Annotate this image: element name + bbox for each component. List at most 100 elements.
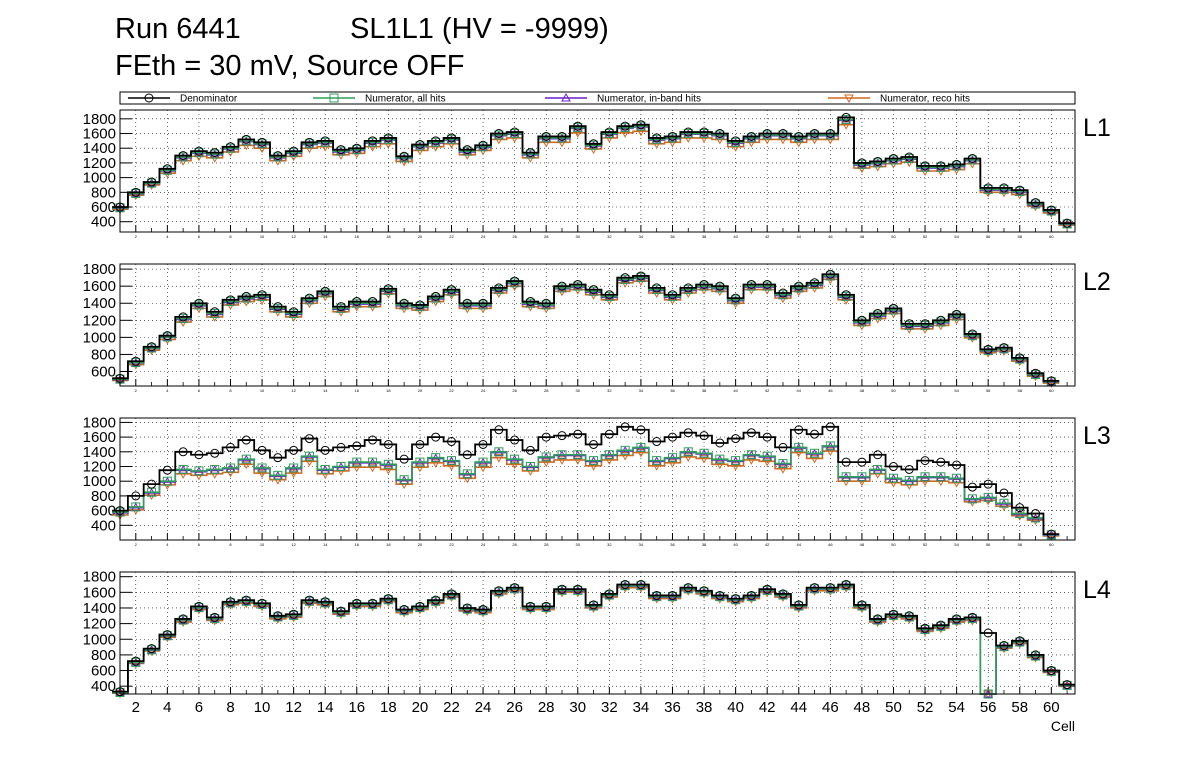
data-point xyxy=(257,598,267,608)
x-tick-label-small: 56 xyxy=(986,542,991,547)
x-tick-label-small: 4 xyxy=(166,542,169,547)
x-tick-label: 8 xyxy=(226,699,234,716)
x-tick-label: 46 xyxy=(822,699,839,716)
data-point xyxy=(731,456,741,466)
y-tick-label: 1200 xyxy=(83,312,116,329)
x-tick-label-small: 30 xyxy=(576,234,581,239)
data-point xyxy=(446,456,456,466)
x-tick-label-small: 24 xyxy=(481,388,486,393)
legend-label-1: Numerator, all hits xyxy=(365,94,446,105)
data-point xyxy=(225,442,235,452)
data-point xyxy=(936,457,946,467)
x-tick-label-small: 2 xyxy=(135,542,138,547)
data-point xyxy=(683,453,694,462)
panel-frame xyxy=(119,109,1076,233)
x-tick-label-small: 12 xyxy=(291,388,296,393)
data-point xyxy=(588,462,599,471)
data-point xyxy=(493,454,504,463)
data-point xyxy=(525,297,535,307)
x-tick-label: 22 xyxy=(443,699,460,716)
data-point xyxy=(478,298,488,308)
data-point xyxy=(178,464,188,474)
data-point xyxy=(541,131,551,141)
data-point xyxy=(210,448,220,458)
threshold-source-title: FEth = 30 mV, Source OFF xyxy=(115,50,465,82)
x-tick-label-small: 26 xyxy=(512,234,517,239)
data-point xyxy=(1015,353,1025,363)
x-tick-label-small: 16 xyxy=(355,388,360,393)
x-tick-label-small: 12 xyxy=(291,234,296,239)
data-point xyxy=(131,356,141,366)
data-point xyxy=(604,290,614,300)
data-point xyxy=(1031,509,1041,519)
data-point xyxy=(794,425,804,435)
x-tick-label: 18 xyxy=(380,699,397,716)
data-point xyxy=(920,623,930,633)
y-tick-label: 400 xyxy=(91,214,116,231)
y-tick-label: 1400 xyxy=(83,295,116,312)
data-point xyxy=(178,312,188,322)
x-tick-label: 4 xyxy=(163,699,171,716)
data-point xyxy=(399,298,409,308)
data-point xyxy=(557,281,567,291)
data-point xyxy=(320,464,330,474)
x-tick-label-small: 28 xyxy=(544,542,549,547)
data-point xyxy=(1046,666,1056,676)
data-point xyxy=(731,594,741,604)
y-tick-label: 1400 xyxy=(83,600,116,617)
data-point xyxy=(415,300,425,310)
legend-marker-3 xyxy=(844,94,854,104)
y-tick-label: 1800 xyxy=(83,111,116,128)
data-point xyxy=(541,458,552,468)
data-point xyxy=(320,136,330,146)
x-tick-label-small: 46 xyxy=(828,542,833,547)
x-tick-label-small: 28 xyxy=(544,234,549,239)
series-line-denominator xyxy=(112,116,1075,225)
data-point xyxy=(715,438,725,448)
data-point xyxy=(715,281,725,291)
x-tick-label-small: 50 xyxy=(891,542,896,547)
legend: Denominator Numerator, all hits Numerator,… xyxy=(119,91,1076,105)
data-point xyxy=(620,273,630,283)
x-tick-label-small: 6 xyxy=(198,234,201,239)
data-point xyxy=(509,460,520,470)
data-point xyxy=(714,460,725,470)
x-tick-label-small: 42 xyxy=(765,234,770,239)
data-point xyxy=(415,140,425,150)
data-point xyxy=(194,146,204,156)
x-tick-label-small: 14 xyxy=(323,542,328,547)
data-point xyxy=(904,152,914,162)
data-point xyxy=(289,146,299,156)
data-point xyxy=(699,448,709,458)
data-point xyxy=(589,439,599,449)
data-point xyxy=(462,469,472,479)
data-point xyxy=(857,457,867,467)
x-tick-label-small: 42 xyxy=(765,388,770,393)
data-point xyxy=(1062,221,1072,231)
data-point xyxy=(494,586,504,596)
data-point xyxy=(510,454,520,464)
data-point xyxy=(636,120,646,130)
series-line-denominator xyxy=(112,583,1075,693)
data-point xyxy=(352,297,362,307)
data-point xyxy=(651,462,662,471)
data-point xyxy=(636,425,646,435)
data-point xyxy=(952,460,962,470)
data-point xyxy=(888,154,898,164)
data-point xyxy=(383,594,393,604)
x-tick-label-small: 48 xyxy=(860,234,865,239)
data-point xyxy=(225,295,235,305)
data-point xyxy=(667,459,678,468)
data-point xyxy=(368,457,378,467)
y-tick-label: 1600 xyxy=(83,429,116,446)
data-point xyxy=(1015,503,1025,513)
data-point xyxy=(857,600,867,610)
data-point xyxy=(746,590,756,600)
data-point xyxy=(904,319,914,329)
y-tick-label: 1600 xyxy=(83,584,116,601)
data-point xyxy=(636,442,646,452)
data-point xyxy=(762,584,772,594)
data-point xyxy=(351,463,362,473)
data-point xyxy=(572,456,583,465)
